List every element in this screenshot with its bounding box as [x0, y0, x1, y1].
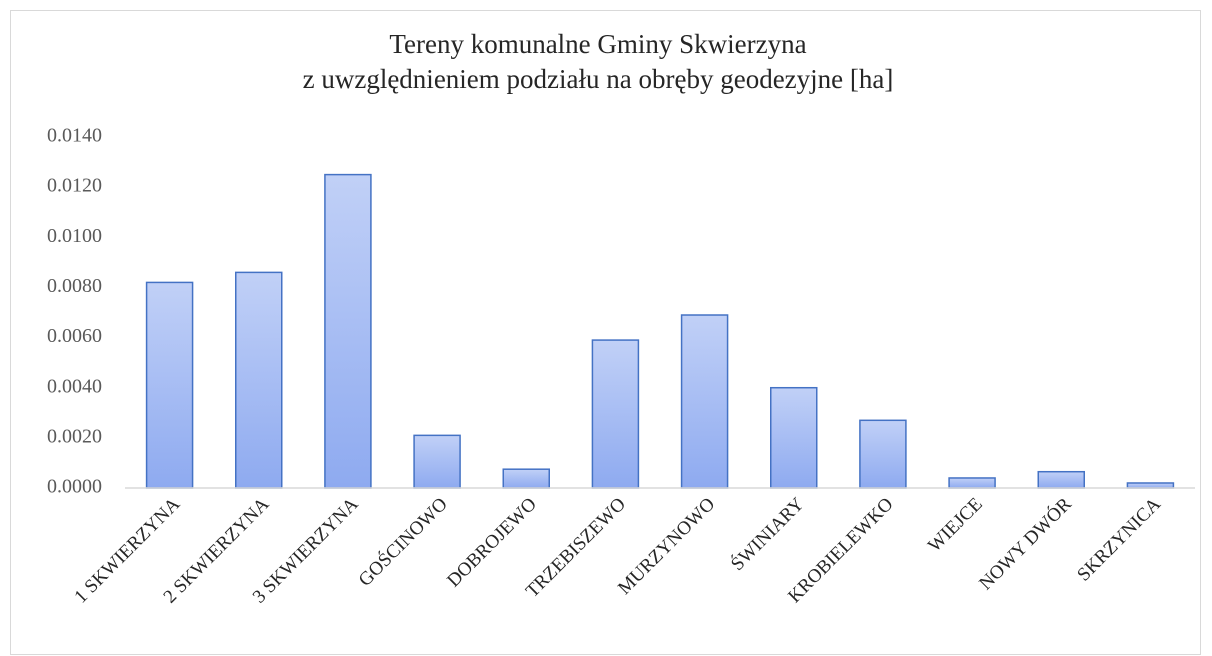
- y-tick-label: 0.0080: [47, 275, 102, 297]
- bar: [948, 477, 996, 489]
- bar: [145, 281, 194, 489]
- y-tick-label: 0.0120: [47, 175, 102, 197]
- y-tick-label: 0.0060: [47, 325, 102, 347]
- bar: [1126, 482, 1175, 489]
- chart-subtitle: z uwzględnieniem podziału na obręby geod…: [303, 64, 894, 94]
- chart-title: Tereny komunalne Gminy Skwierzyna: [389, 29, 806, 59]
- y-tick-label: 0.0140: [47, 125, 102, 147]
- bar: [859, 419, 907, 489]
- y-tick-label: 0.0040: [47, 375, 102, 397]
- y-tick-label: 0.0020: [47, 425, 102, 447]
- bar: [770, 386, 818, 489]
- bar: [1037, 470, 1085, 489]
- bar: [413, 434, 461, 489]
- bar: [235, 271, 283, 489]
- y-tick-label: 0.0100: [47, 225, 102, 247]
- bar: [324, 173, 372, 489]
- bar: [680, 314, 729, 489]
- bar: [502, 468, 550, 489]
- y-tick-label: 0.0000: [47, 476, 102, 498]
- bar: [591, 339, 640, 489]
- chart-frame: [10, 10, 1201, 655]
